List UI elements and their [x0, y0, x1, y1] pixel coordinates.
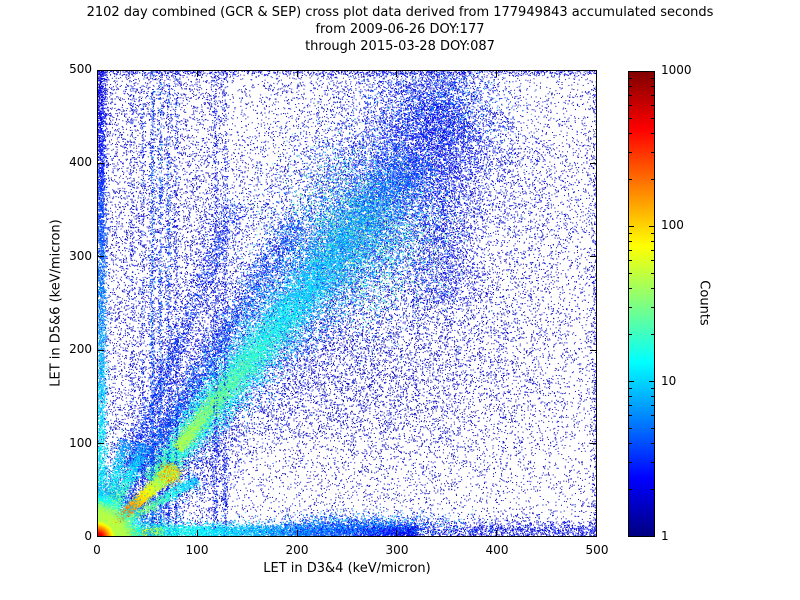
x-tick-label: 200 [285, 543, 309, 557]
x-tick-label: 300 [385, 543, 409, 557]
y-tick-label: 300 [69, 248, 92, 263]
scatter-plot [97, 70, 597, 537]
title-line-1: 2102 day combined (GCR & SEP) cross plot… [86, 5, 714, 20]
title-line-3: through 2015-03-28 DOY:087 [305, 39, 495, 54]
y-tick-label: 100 [69, 435, 92, 450]
y-tick-label: 0 [84, 529, 92, 543]
x-axis-label: LET in D3&4 (keV/micron) [263, 561, 431, 576]
x-tick-label: 0 [93, 543, 101, 557]
chart-title: 2102 day combined (GCR & SEP) cross plot… [0, 4, 800, 55]
colorbar [628, 71, 655, 537]
x-tick-label: 100 [185, 543, 209, 557]
y-tick-label: 400 [69, 155, 92, 170]
colorbar-tick-label: 1000 [661, 63, 692, 77]
x-tick-label: 500 [585, 543, 609, 557]
colorbar-tick-label: 1 [661, 529, 669, 543]
y-axis-label: LET in D5&6 (keV/micron) [48, 219, 64, 387]
colorbar-label: Counts [696, 280, 712, 326]
x-tick-label: 400 [485, 543, 509, 557]
y-tick-label: 500 [69, 62, 92, 76]
colorbar-tick-label: 100 [661, 218, 684, 233]
y-tick-label: 200 [69, 342, 92, 357]
title-line-2: from 2009-06-26 DOY:177 [315, 22, 485, 37]
colorbar-tick-label: 10 [661, 373, 677, 388]
